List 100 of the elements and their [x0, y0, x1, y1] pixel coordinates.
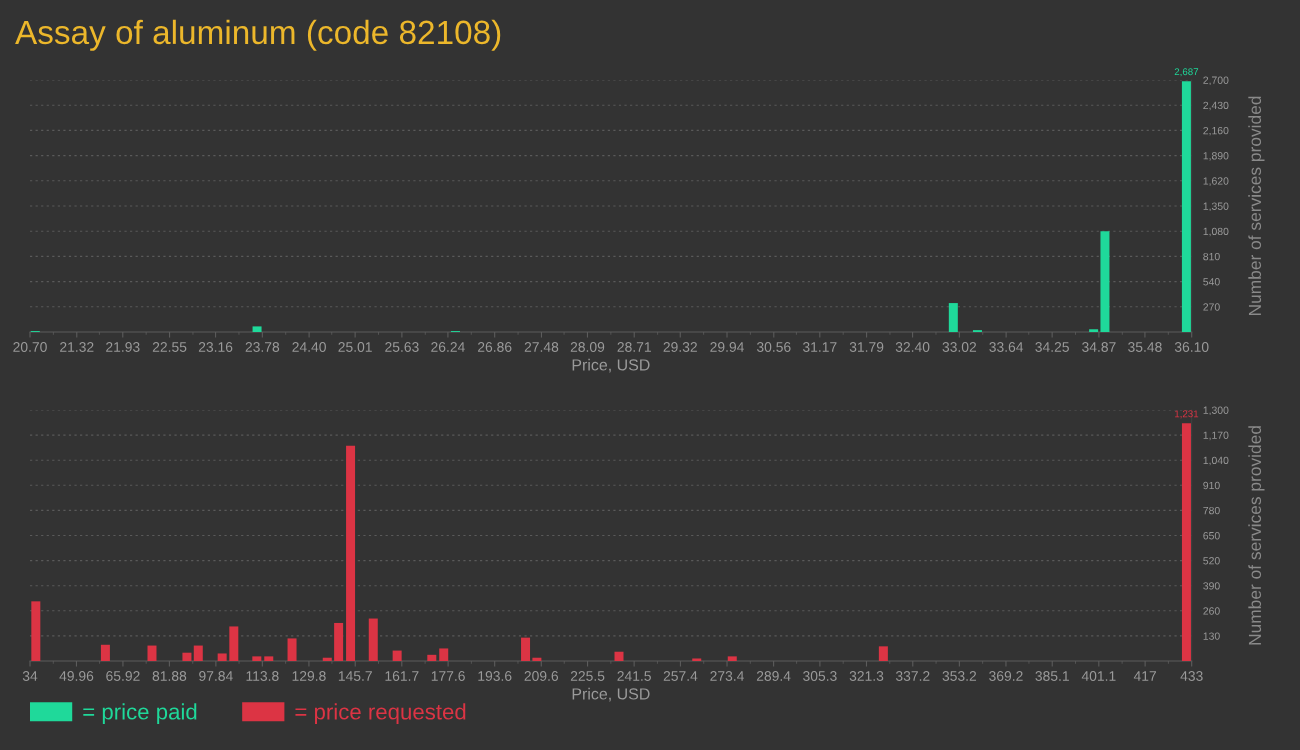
x-tick-label: 65.92	[106, 671, 140, 681]
bar	[532, 657, 542, 661]
bar	[264, 656, 274, 661]
y-tick-label: 1,350	[1203, 202, 1229, 212]
x-tick-label: 21.32	[60, 342, 94, 352]
bar	[193, 645, 203, 661]
bar	[287, 638, 297, 661]
y-axis-title: Number of services provided	[1248, 96, 1265, 316]
x-tick-label: 97.84	[199, 671, 233, 681]
x-tick-label: 257.4	[663, 671, 698, 681]
y-axis-title: Number of services provided	[1248, 426, 1265, 645]
x-axis-title: Price, USD	[572, 687, 650, 702]
x-tick-label: 24.40	[292, 342, 326, 352]
y-tick-label: 130	[1203, 632, 1220, 640]
bar	[252, 656, 262, 661]
x-axis-title: Price, USD	[572, 358, 650, 373]
x-tick-label: 36.10	[1174, 342, 1209, 352]
x-tick-label: 337.2	[895, 671, 930, 681]
x-tick-label: 241.5	[617, 671, 651, 681]
bar	[948, 303, 958, 332]
x-tick-label: 30.56	[756, 342, 791, 352]
bar	[521, 637, 531, 661]
y-tick-label: 1,890	[1203, 152, 1229, 161]
bar	[1089, 329, 1099, 332]
y-tick-label: 2,700	[1203, 76, 1229, 86]
x-tick-label: 25.63	[385, 342, 419, 352]
y-tick-label: 810	[1203, 252, 1220, 261]
bar	[217, 653, 227, 661]
x-tick-label: 27.48	[524, 342, 559, 352]
bar	[427, 654, 437, 661]
y-tick-label: 2,160	[1203, 126, 1229, 136]
y-tick-label: 910	[1203, 481, 1220, 490]
x-tick-label: 31.79	[849, 342, 884, 352]
bar	[100, 644, 110, 661]
x-tick-label: 34	[22, 671, 38, 681]
y-tick-label: 270	[1203, 303, 1220, 311]
x-tick-label: 113.8	[246, 671, 279, 681]
x-tick-label: 28.71	[617, 342, 651, 352]
x-tick-label: 369.2	[989, 671, 1023, 681]
y-tick-label: 520	[1203, 557, 1220, 565]
bar	[727, 656, 737, 661]
x-tick-label: 25.01	[338, 342, 372, 352]
x-tick-label: 31.17	[802, 342, 837, 352]
x-tick-label: 417	[1133, 671, 1157, 681]
bar	[252, 326, 262, 332]
y-tick-label: 650	[1203, 532, 1220, 540]
x-tick-label: 28.09	[570, 342, 605, 352]
y-tick-label: 1,620	[1203, 177, 1229, 186]
x-tick-label: 29.94	[710, 342, 744, 352]
x-tick-label: 161.7	[385, 671, 419, 681]
x-tick-label: 23.78	[245, 342, 280, 352]
y-tick-label: 390	[1203, 582, 1220, 590]
x-tick-label: 20.70	[13, 342, 47, 352]
x-tick-label: 401.1	[1081, 671, 1116, 681]
bar	[1100, 231, 1110, 332]
x-tick-label: 385.1	[1035, 671, 1069, 681]
bar	[31, 601, 41, 661]
x-tick-label: 35.48	[1128, 342, 1162, 352]
bar	[334, 622, 344, 661]
x-tick-label: 49.96	[59, 671, 94, 681]
x-tick-label: 209.6	[524, 671, 559, 681]
y-tick-label: 1,080	[1203, 227, 1229, 237]
x-tick-label: 22.55	[152, 342, 187, 352]
bar	[1181, 423, 1191, 661]
bar	[614, 651, 624, 661]
y-tick-label: 1,170	[1203, 431, 1229, 441]
x-tick-label: 26.24	[431, 342, 465, 352]
x-tick-label: 225.5	[570, 671, 605, 681]
legend-label: = price paid	[83, 703, 197, 724]
x-tick-label: 353.2	[942, 671, 977, 681]
y-tick-label: 2,430	[1203, 101, 1229, 111]
chart-title: Assay of aluminum (code 82108)	[15, 19, 501, 51]
x-tick-label: 29.32	[663, 342, 697, 352]
bar	[1181, 81, 1191, 332]
x-tick-label: 34.87	[1082, 342, 1116, 352]
x-tick-label: 26.86	[478, 342, 512, 352]
data-label: 2,687	[1174, 68, 1199, 77]
bar	[368, 618, 378, 661]
bar	[346, 445, 356, 661]
x-tick-label: 289.4	[756, 671, 791, 681]
y-tick-label: 260	[1203, 607, 1220, 615]
x-tick-label: 145.7	[338, 671, 372, 681]
bar	[392, 650, 402, 661]
y-tick-label: 780	[1203, 506, 1220, 515]
x-tick-label: 321.3	[849, 671, 884, 681]
bar	[147, 645, 157, 661]
x-tick-label: 21.93	[106, 342, 140, 352]
bar	[229, 626, 239, 661]
legend-label: = price requested	[295, 703, 466, 724]
x-tick-label: 32.40	[895, 342, 930, 352]
x-tick-label: 177.6	[431, 671, 465, 681]
bar	[439, 648, 449, 661]
bar	[322, 657, 332, 661]
bar	[878, 646, 888, 661]
x-tick-label: 34.25	[1035, 342, 1069, 352]
x-tick-label: 129.8	[292, 671, 326, 681]
x-tick-label: 433	[1180, 671, 1203, 681]
x-tick-label: 273.4	[710, 671, 744, 681]
x-tick-label: 81.88	[152, 671, 187, 681]
y-tick-label: 1,040	[1203, 456, 1229, 466]
